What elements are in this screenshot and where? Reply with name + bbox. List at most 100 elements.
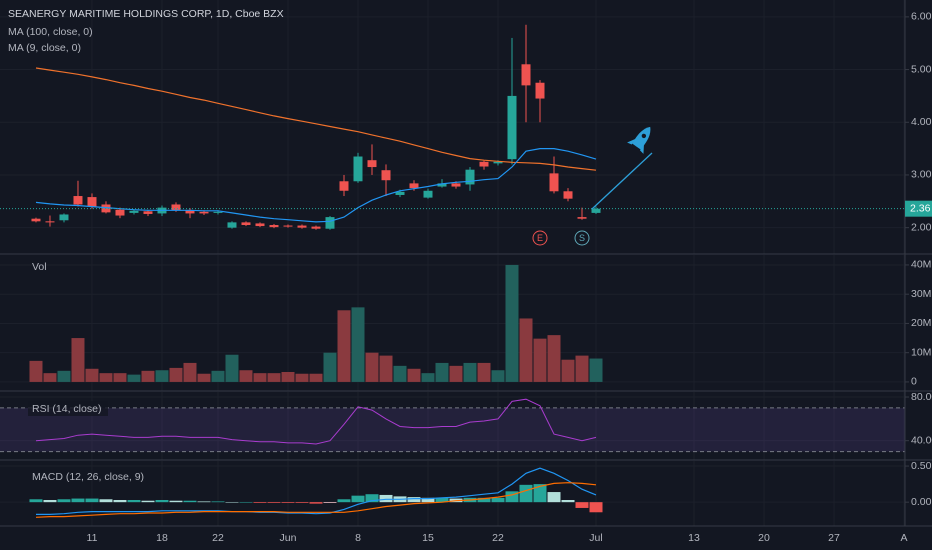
- last-price-label: 2.36: [910, 202, 931, 214]
- histogram-bar: [197, 501, 211, 503]
- volume-bar: [267, 373, 281, 382]
- volume-bar: [575, 355, 589, 382]
- y-tick-label: 5.00: [911, 63, 932, 75]
- x-tick-label: Jun: [280, 532, 297, 544]
- histogram-bar: [43, 500, 57, 503]
- candle-body: [87, 197, 97, 207]
- volume-bar: [449, 365, 463, 382]
- pane-title: MACD (12, 26, close, 9): [32, 471, 144, 483]
- candle-body: [493, 161, 503, 164]
- histogram-bar: [575, 502, 589, 508]
- histogram-bar: [183, 500, 197, 503]
- volume-bar: [197, 373, 211, 382]
- volume-bar: [533, 338, 547, 382]
- candle-body: [563, 191, 573, 199]
- volume-bar: [211, 370, 225, 382]
- candle-body: [339, 181, 349, 191]
- volume-bar: [477, 362, 491, 382]
- chart-title: SEANERGY MARITIME HOLDINGS CORP, 1D, Cbo…: [8, 8, 284, 20]
- y-tick-label: 80.00: [911, 391, 932, 403]
- volume-bar: [239, 370, 253, 382]
- candle-body: [143, 211, 153, 214]
- volume-bar: [57, 370, 71, 382]
- histogram-bar: [589, 502, 603, 513]
- x-tick-label: 22: [212, 532, 224, 544]
- candle-body: [241, 222, 251, 226]
- volume-bar: [393, 365, 407, 382]
- y-tick-label: 0.50: [911, 460, 932, 472]
- volume-bar: [491, 370, 505, 382]
- candle-body: [521, 64, 531, 86]
- candle-body: [591, 208, 601, 213]
- volume-bar: [421, 373, 435, 382]
- histogram-bar: [435, 497, 449, 503]
- volume-bar: [379, 355, 393, 382]
- volume-bar: [351, 307, 365, 382]
- candle-body: [353, 156, 363, 182]
- volume-bar: [505, 264, 519, 382]
- volume-bar: [29, 360, 43, 382]
- volume-bar: [169, 367, 183, 382]
- volume-bar: [253, 373, 267, 382]
- histogram-bar: [561, 500, 575, 503]
- histogram-bar: [295, 502, 309, 503]
- candle-body: [199, 211, 209, 214]
- rocket-icon: [627, 126, 651, 154]
- event-label: S: [579, 233, 585, 243]
- histogram-bar: [71, 498, 85, 503]
- histogram-bar: [239, 502, 253, 503]
- histogram-bar: [29, 499, 43, 503]
- x-tick-label: 13: [688, 532, 700, 544]
- macd-line: [36, 467, 597, 515]
- histogram-bar: [323, 502, 337, 503]
- volume-bar: [85, 368, 99, 382]
- axes: [0, 0, 932, 527]
- event-marker: [574, 230, 590, 246]
- volume-bar: [43, 373, 57, 382]
- x-tick-label: 27: [828, 532, 840, 544]
- candle-body: [409, 183, 419, 189]
- y-tick-label: 40.00: [911, 434, 932, 446]
- volume-bar: [99, 373, 113, 382]
- candle-body: [479, 161, 489, 167]
- volume-bar: [547, 335, 561, 382]
- histogram-bar: [85, 498, 99, 503]
- volume-bar: [71, 338, 85, 382]
- histogram-bar: [351, 495, 365, 503]
- y-tick-label: 4.00: [911, 116, 932, 128]
- moving-average-line: [35, 148, 597, 223]
- y-tick-label: 3.00: [911, 169, 932, 181]
- pane-title: RSI (14, close): [32, 403, 101, 415]
- histogram-bar: [337, 499, 351, 503]
- y-tick-label: 20M: [911, 317, 931, 329]
- histogram-bar: [169, 500, 183, 503]
- volume-bar: [589, 358, 603, 382]
- y-tick-label: 0.00: [911, 496, 932, 508]
- x-tick-label: 8: [355, 532, 361, 544]
- histogram-bar: [505, 491, 519, 503]
- histogram-bar: [141, 500, 155, 503]
- candle-body: [269, 225, 279, 228]
- event-label: E: [537, 233, 543, 243]
- x-tick-label: 11: [87, 532, 98, 544]
- candle-body: [73, 196, 83, 205]
- histogram-bar: [421, 497, 435, 503]
- histogram-bar: [547, 492, 561, 503]
- candle-body: [45, 221, 55, 223]
- volume-bar: [141, 370, 155, 382]
- histogram-bar: [211, 501, 225, 503]
- candle-body: [129, 210, 139, 213]
- candle-body: [367, 160, 377, 168]
- candle-body: [437, 183, 447, 187]
- last-price-box: [905, 200, 932, 217]
- candle-body: [115, 209, 125, 216]
- legend-entry: MA (9, close, 0): [8, 42, 81, 54]
- histogram-bar: [309, 502, 323, 504]
- trend-drawing: [591, 152, 653, 210]
- x-tick-label: 18: [156, 532, 168, 544]
- candle-body: [395, 191, 405, 195]
- y-tick-label: 40M: [911, 259, 931, 271]
- histogram-bar: [253, 502, 267, 503]
- volume-bar: [113, 373, 127, 382]
